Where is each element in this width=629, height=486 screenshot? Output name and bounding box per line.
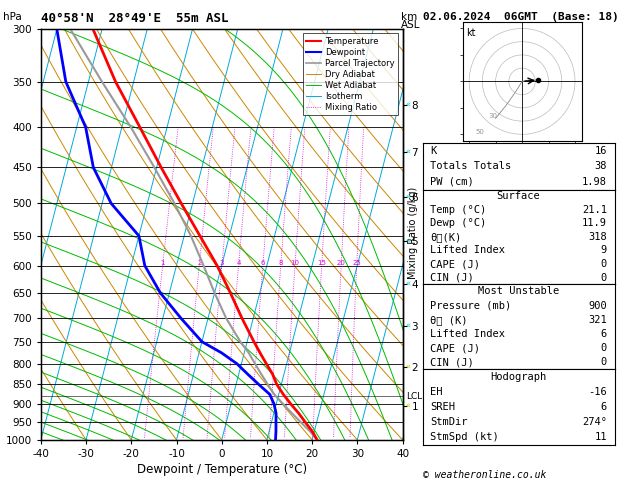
Text: 11: 11 (594, 432, 607, 442)
Legend: Temperature, Dewpoint, Parcel Trajectory, Dry Adiabat, Wet Adiabat, Isotherm, Mi: Temperature, Dewpoint, Parcel Trajectory… (303, 34, 398, 116)
Text: 9: 9 (601, 245, 607, 256)
Text: 38: 38 (594, 161, 607, 172)
Text: Pressure (mb): Pressure (mb) (430, 300, 511, 311)
Text: 50: 50 (476, 129, 484, 135)
Text: SREH: SREH (430, 402, 455, 412)
Text: kt: kt (466, 28, 476, 38)
Text: Totals Totals: Totals Totals (430, 161, 511, 172)
Text: StmSpd (kt): StmSpd (kt) (430, 432, 499, 442)
Text: 21.1: 21.1 (582, 205, 607, 215)
Text: 321: 321 (588, 315, 607, 325)
Text: 10: 10 (291, 260, 299, 265)
Text: 6: 6 (601, 329, 607, 339)
Text: «: « (405, 101, 410, 110)
Text: 40°58'N  28°49'E  55m ASL: 40°58'N 28°49'E 55m ASL (41, 12, 228, 25)
Text: 8: 8 (279, 260, 283, 265)
Text: 30: 30 (489, 113, 498, 120)
Text: 2: 2 (197, 260, 201, 265)
Text: km: km (401, 12, 418, 22)
Text: PW (cm): PW (cm) (430, 177, 474, 187)
Text: 0: 0 (601, 357, 607, 367)
Text: 1.98: 1.98 (582, 177, 607, 187)
Text: «: « (405, 363, 410, 372)
Text: «: « (405, 401, 410, 410)
Text: 4: 4 (237, 260, 241, 265)
Text: 02.06.2024  06GMT  (Base: 18): 02.06.2024 06GMT (Base: 18) (423, 12, 618, 22)
Text: 274°: 274° (582, 417, 607, 427)
Text: © weatheronline.co.uk: © weatheronline.co.uk (423, 470, 546, 480)
Text: 6: 6 (601, 402, 607, 412)
Text: 3: 3 (220, 260, 224, 265)
Text: Lifted Index: Lifted Index (430, 245, 505, 256)
Text: 11.9: 11.9 (582, 218, 607, 228)
Text: CAPE (J): CAPE (J) (430, 259, 481, 269)
Text: CAPE (J): CAPE (J) (430, 343, 481, 353)
Text: 0: 0 (601, 259, 607, 269)
Text: hPa: hPa (3, 12, 22, 22)
Text: 1: 1 (160, 260, 165, 265)
Text: StmDir: StmDir (430, 417, 468, 427)
Text: K: K (430, 146, 437, 156)
Text: -16: -16 (588, 387, 607, 397)
Text: Lifted Index: Lifted Index (430, 329, 505, 339)
Text: 6: 6 (260, 260, 265, 265)
Text: CIN (J): CIN (J) (430, 357, 474, 367)
Text: Hodograph: Hodograph (491, 372, 547, 382)
Text: EH: EH (430, 387, 443, 397)
Text: 15: 15 (317, 260, 326, 265)
Text: 318: 318 (588, 232, 607, 242)
Text: «: « (405, 193, 410, 202)
Text: 0: 0 (601, 343, 607, 353)
Text: Dewp (°C): Dewp (°C) (430, 218, 487, 228)
Text: θᴄ(K): θᴄ(K) (430, 232, 462, 242)
Text: «: « (405, 280, 410, 289)
Text: Temp (°C): Temp (°C) (430, 205, 487, 215)
Text: ASL: ASL (401, 20, 421, 31)
Text: Mixing Ratio (g/kg): Mixing Ratio (g/kg) (408, 187, 418, 279)
Text: 0: 0 (601, 273, 607, 282)
Text: 20: 20 (337, 260, 346, 265)
Text: «: « (405, 322, 410, 331)
Text: 16: 16 (594, 146, 607, 156)
Text: Surface: Surface (497, 191, 540, 201)
Text: 25: 25 (352, 260, 361, 265)
Text: «: « (405, 147, 410, 156)
Text: CIN (J): CIN (J) (430, 273, 474, 282)
Text: LCL: LCL (406, 392, 423, 401)
Text: «: « (405, 237, 410, 246)
Text: 900: 900 (588, 300, 607, 311)
Text: θᴄ (K): θᴄ (K) (430, 315, 468, 325)
X-axis label: Dewpoint / Temperature (°C): Dewpoint / Temperature (°C) (136, 463, 307, 476)
Text: Most Unstable: Most Unstable (478, 286, 559, 296)
